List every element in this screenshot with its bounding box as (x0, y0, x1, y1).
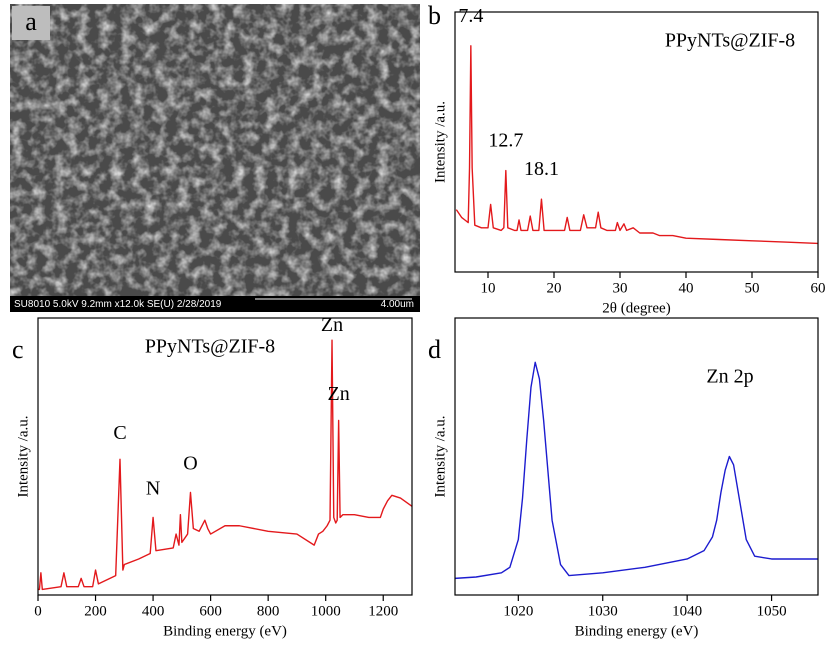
chart-panel: 1020 1030 1040 1050 Binding energy (eV) Inten… (428, 318, 818, 639)
data-line (455, 362, 818, 578)
chart-panel: 0 200 400 600 800 1000 1200 Binding energy (eV)… (12, 314, 412, 640)
panel-label: d (428, 335, 441, 364)
x-tick-label: 600 (199, 603, 222, 619)
peak-annotation: 12.7 (488, 130, 523, 152)
x-tick-label: 60 (811, 280, 826, 296)
peak-annotation: 7.4 (458, 5, 483, 27)
chart-title: PPyNTs@ZIF-8 (145, 336, 275, 358)
sem-texture (10, 4, 420, 296)
x-axis-label: Binding energy (eV) (575, 623, 699, 639)
x-tick-label: 1050 (757, 603, 787, 619)
sem-scale: 4.00um (381, 299, 414, 310)
peak-annotation: C (113, 422, 126, 444)
plot-frame (38, 318, 412, 595)
peak-annotation: Zn (328, 383, 350, 405)
peak-annotation: 18.1 (524, 158, 559, 180)
panel-label: b (428, 1, 441, 30)
x-axis-label: 2θ (degree) (602, 300, 670, 316)
peak-annotation: O (183, 452, 197, 474)
x-tick-label: 20 (547, 280, 562, 296)
chart-title: PPyNTs@ZIF-8 (665, 30, 795, 52)
x-tick-label: 0 (34, 603, 42, 619)
panel-label: a (25, 7, 37, 36)
figure: SU8010 5.0kV 9.2mm x12.0k SE(U) 2/28/201… (0, 0, 828, 666)
data-line (38, 340, 412, 589)
x-tick-label: 1020 (503, 603, 533, 619)
x-tick-label: 30 (613, 280, 628, 296)
x-axis-label: Binding energy (eV) (163, 623, 287, 639)
x-tick-label: 40 (679, 280, 694, 296)
peak-annotation: Zn (321, 314, 343, 336)
chart-panel: 10 20 30 40 50 60 2θ (degree) Intensity /a.u. PP… (428, 1, 826, 316)
x-tick-label: 50 (745, 280, 760, 296)
x-tick-label: 1040 (672, 603, 702, 619)
y-axis-label: Intensity /a.u. (432, 415, 448, 497)
y-axis-label: Intensity /a.u. (15, 415, 31, 497)
sem-info: SU8010 5.0kV 9.2mm x12.0k SE(U) 2/28/201… (14, 299, 222, 310)
sem-panel: SU8010 5.0kV 9.2mm x12.0k SE(U) 2/28/201… (10, 4, 420, 312)
chart-title: Zn 2p (706, 366, 753, 388)
x-tick-label: 1200 (368, 603, 398, 619)
x-tick-label: 800 (257, 603, 280, 619)
x-tick-label: 200 (84, 603, 107, 619)
panel-label: c (12, 335, 24, 364)
y-axis-label: Intensity /a.u. (432, 101, 448, 183)
x-tick-label: 10 (481, 280, 496, 296)
x-tick-label: 1030 (588, 603, 618, 619)
plot-frame (455, 318, 818, 595)
x-tick-label: 1000 (311, 603, 341, 619)
peak-annotation: N (146, 477, 160, 499)
x-tick-label: 400 (142, 603, 165, 619)
